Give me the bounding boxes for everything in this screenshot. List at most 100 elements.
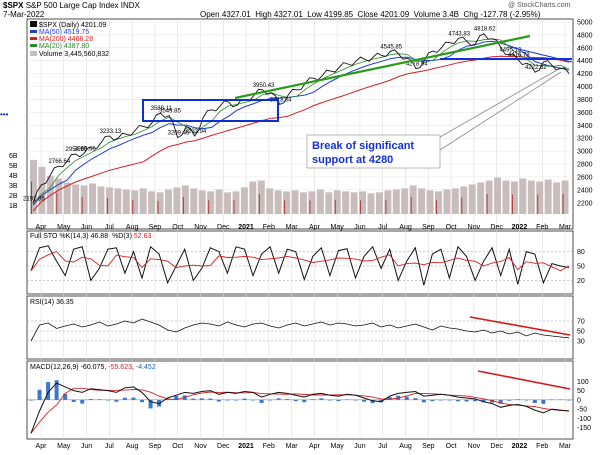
macd-histogram-bar (114, 399, 119, 402)
macd-histogram-bar (276, 398, 281, 400)
month-label-bottom: Aug (126, 443, 139, 450)
month-label-top: 2022 (512, 224, 528, 231)
legend-volume: Volume 3,445,560,832 (39, 51, 109, 58)
macd-histogram-bar (370, 399, 375, 404)
price-annotation: 4743.83 (448, 32, 470, 38)
macd-histogram-bar (131, 397, 136, 400)
volume-bar (536, 181, 544, 214)
month-label-bottom: Mar (559, 443, 572, 450)
indicator-series (29, 245, 571, 434)
volume-down-bar (309, 200, 311, 214)
volume-bar (350, 192, 358, 214)
volume-down-bar (182, 196, 184, 214)
volume-bar (72, 184, 80, 214)
macd-histogram-bar (490, 399, 495, 403)
month-label-bottom: Jun (81, 443, 92, 450)
volume-down-bar (334, 199, 336, 214)
rsi-tick-label: 70 (577, 319, 585, 326)
volume-bar (451, 188, 459, 214)
macd-tick-label: 0 (577, 397, 581, 404)
sto-legend: Full STO %K(14,3) 46.88 %D(3) 52.63 (30, 233, 151, 240)
macd-histogram-bar (199, 398, 204, 400)
macd-histogram-bar (63, 394, 68, 400)
month-label-bottom: Sep (422, 443, 435, 450)
volume-bar (131, 190, 139, 214)
macd-tick-label: 100 (577, 379, 589, 386)
price-tick-label: 2800 (577, 162, 593, 169)
volume-down-bar (208, 200, 210, 214)
volume-bar (316, 189, 324, 214)
macd-line (30, 382, 570, 434)
volume-bar (148, 191, 156, 214)
price-tick-label: 3200 (577, 136, 593, 143)
month-label-top: Nov (194, 224, 207, 231)
month-label-top: Sep (422, 224, 435, 231)
legend-ma200: MA(200) 4466.28 (39, 36, 93, 43)
month-label-bottom: Oct (446, 443, 457, 450)
macd-histogram-bar (430, 399, 435, 402)
volume-tick-label: 4B (9, 173, 18, 180)
macd-histogram-bar (216, 399, 221, 402)
macd-histogram-bar (285, 399, 290, 400)
price-tick-label: 3400 (577, 123, 593, 130)
macd-histogram-bar (336, 399, 341, 402)
price-annotation: 2191.86 (23, 196, 45, 202)
volume-bar (97, 186, 105, 214)
volume-bar (418, 188, 426, 214)
rsi-line (30, 318, 570, 342)
macd-histogram-bar (507, 399, 512, 401)
volume-down-bar (258, 193, 260, 214)
index-name: S&P 500 Large Cap Index (25, 1, 119, 10)
volume-bar (181, 185, 189, 214)
price-annotation: 3950.43 (253, 83, 275, 89)
volume-down-bar (233, 200, 235, 214)
macd-histogram-bar (148, 399, 153, 409)
month-label-top: Dec (490, 224, 503, 231)
ma50-line (32, 40, 570, 206)
volume-bar (224, 192, 231, 214)
sto-tick-label: 80 (577, 249, 585, 256)
macd-histogram-bar (29, 399, 33, 401)
month-label-top: Jun (354, 224, 365, 231)
volume-bar (249, 181, 257, 214)
volume-bar (80, 185, 88, 214)
price-tick-label: 2400 (577, 187, 593, 194)
volume-bar (333, 190, 341, 214)
rsi-divergence-line (469, 316, 571, 336)
volume-down-bar (486, 193, 488, 214)
month-label-bottom: Feb (536, 443, 548, 450)
macd-histogram-bar (481, 399, 486, 403)
macd-histogram-bar (524, 399, 529, 401)
macd-histogram-bar (447, 399, 452, 401)
macd-histogram-bar (541, 399, 546, 404)
macd-histogram-bar (191, 398, 196, 400)
macd-histogram-bar (293, 399, 298, 402)
month-label-bottom: Jul (378, 443, 387, 450)
month-label-top: Aug (399, 224, 412, 231)
macd-histogram-bar (404, 396, 409, 400)
volume-bar (55, 178, 63, 214)
macd-histogram-bar (37, 389, 42, 400)
macd-histogram-bar (140, 399, 145, 403)
volume-value: 3.4B (442, 10, 459, 19)
macd-histogram-bar (54, 380, 59, 400)
macd-histogram-bar (387, 397, 392, 400)
volume-bar (63, 182, 71, 214)
price-annotation: 3233.13 (100, 129, 122, 135)
rsi-panel-frame (26, 295, 574, 360)
volume-bar (291, 190, 299, 214)
volume-bar (401, 188, 409, 214)
macd-histogram-bar (310, 399, 315, 400)
month-label-top: Apr (309, 224, 321, 231)
volume-bar (384, 190, 392, 214)
month-label-top: Mar (286, 224, 299, 231)
month-label-bottom: 2021 (238, 443, 254, 450)
volume-bar (367, 193, 375, 214)
support-connector (509, 46, 573, 63)
volume-down-bar (436, 200, 437, 214)
axis-ticks: Apr Apr May May Jun Jun Jul Jul Aug Aug Sep Sep Oct O… (9, 20, 593, 451)
macd-histogram-bar (515, 399, 520, 400)
price-annotation: 2965.66 (74, 146, 96, 152)
rsi-tick-label: 50 (577, 329, 585, 336)
